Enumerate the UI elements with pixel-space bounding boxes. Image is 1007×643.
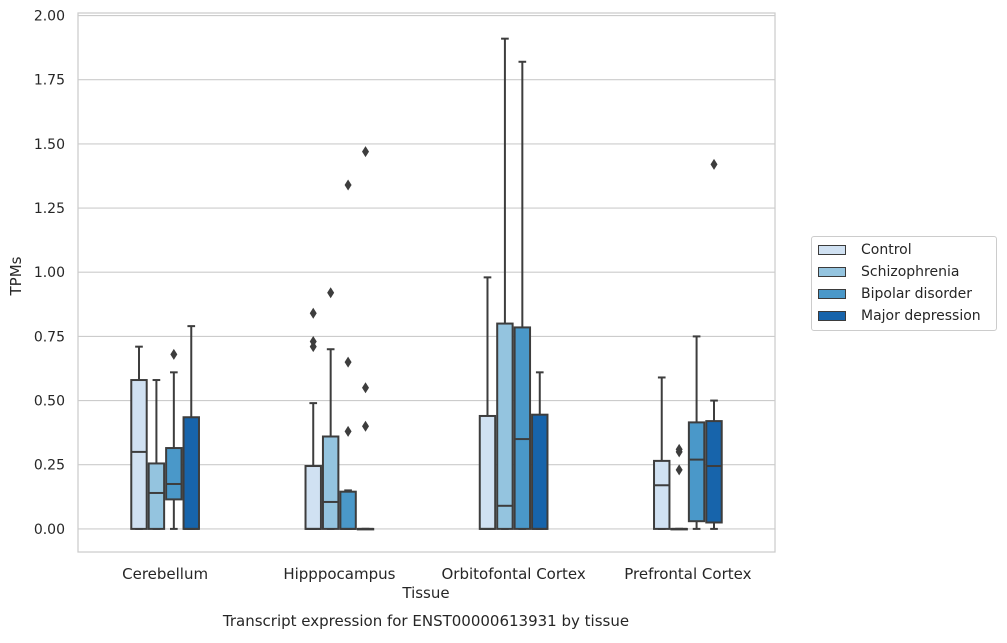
box-body bbox=[182, 416, 200, 530]
box-schizophrenia bbox=[496, 37, 514, 530]
box-major-depression bbox=[182, 325, 200, 530]
plot-frame bbox=[77, 12, 776, 553]
y-tick-label: 0.75 bbox=[34, 329, 65, 345]
x-tick-labels: Cerebellum Hipppocampus Orbitofontal Corte… bbox=[122, 565, 751, 583]
y-tick-label: 1.00 bbox=[34, 265, 65, 281]
y-tick-label: 0.50 bbox=[34, 394, 65, 410]
outlier-point bbox=[362, 146, 370, 158]
box-body bbox=[304, 465, 322, 530]
box-major-depression bbox=[356, 146, 375, 531]
box-bipolar-disorder bbox=[165, 348, 183, 530]
legend-label-schizophrenia: Schizophrenia bbox=[861, 264, 960, 280]
y-tick-label: 2.00 bbox=[34, 9, 65, 25]
y-axis-label: TPMs bbox=[7, 256, 25, 296]
x-tick-label: Orbitofontal Cortex bbox=[442, 565, 586, 583]
legend-label-bipolar-disorder: Bipolar disorder bbox=[861, 286, 973, 302]
legend-swatch-schizophrenia bbox=[818, 267, 846, 277]
box-control bbox=[478, 276, 497, 530]
chart-title: Transcript expression for ENST0000061393… bbox=[222, 612, 629, 630]
outlier-point bbox=[309, 307, 317, 319]
box-body bbox=[321, 435, 340, 530]
legend-item-major-depression: Major depression bbox=[818, 306, 981, 326]
y-tick-label: 1.50 bbox=[34, 137, 65, 153]
box-bipolar-disorder bbox=[513, 60, 532, 530]
box-schizophrenia bbox=[670, 443, 688, 531]
box-major-depression bbox=[531, 371, 549, 530]
outlier-point bbox=[344, 425, 352, 437]
y-tick-label: 1.25 bbox=[34, 201, 65, 217]
x-tick-label: Hipppocampus bbox=[283, 565, 395, 583]
y-tick-label: 0.25 bbox=[34, 458, 65, 474]
outlier-point bbox=[170, 348, 178, 360]
box-body bbox=[339, 490, 357, 530]
box-bipolar-disorder bbox=[687, 335, 706, 530]
box-body bbox=[513, 326, 532, 530]
outlier-point bbox=[309, 336, 317, 348]
box-body bbox=[147, 462, 166, 530]
y-tick-label: 1.75 bbox=[34, 73, 65, 89]
legend-item-control: Control bbox=[818, 240, 912, 260]
box-body bbox=[705, 420, 723, 524]
box-body bbox=[130, 379, 148, 530]
box-control bbox=[304, 307, 322, 530]
box-body bbox=[165, 447, 183, 501]
legend-swatch-bipolar-disorder bbox=[818, 289, 846, 299]
outlier-point bbox=[362, 420, 370, 432]
x-tick-label: Prefrontal Cortex bbox=[624, 565, 751, 583]
y-tick-labels: 0.00 0.25 0.50 0.75 1.00 1.25 1.50 1.75 2.00 bbox=[34, 9, 65, 538]
box-body bbox=[687, 421, 706, 523]
outlier-point bbox=[344, 356, 352, 368]
box-major-depression bbox=[705, 158, 723, 530]
box-body bbox=[653, 459, 671, 530]
box-schizophrenia bbox=[147, 379, 166, 530]
outlier-point bbox=[362, 382, 370, 394]
legend-swatch-control bbox=[818, 245, 846, 255]
box-control bbox=[130, 345, 148, 530]
box-control bbox=[653, 376, 671, 530]
box-schizophrenia bbox=[321, 287, 340, 530]
legend-label-major-depression: Major depression bbox=[861, 308, 981, 324]
outlier-point bbox=[710, 158, 718, 170]
x-axis-label: Tissue bbox=[401, 584, 449, 602]
box-bipolar-disorder bbox=[339, 179, 357, 530]
box-body bbox=[496, 322, 514, 530]
legend-label-control: Control bbox=[861, 242, 912, 258]
y-tick-label: 0.00 bbox=[34, 522, 65, 538]
outlier-point bbox=[344, 179, 352, 191]
outlier-point bbox=[675, 464, 683, 476]
legend-swatch-major-depression bbox=[818, 311, 846, 321]
box-layer bbox=[130, 37, 723, 531]
outlier-point bbox=[327, 287, 335, 299]
legend-item-schizophrenia: Schizophrenia bbox=[818, 262, 959, 282]
legend-item-bipolar-disorder: Bipolar disorder bbox=[818, 284, 972, 304]
legend: Control Schizophrenia Bipolar disorder M… bbox=[811, 236, 997, 331]
box-body bbox=[531, 413, 549, 530]
box-body bbox=[478, 414, 497, 530]
x-tick-label: Cerebellum bbox=[122, 565, 208, 583]
outlier-point bbox=[675, 443, 683, 455]
